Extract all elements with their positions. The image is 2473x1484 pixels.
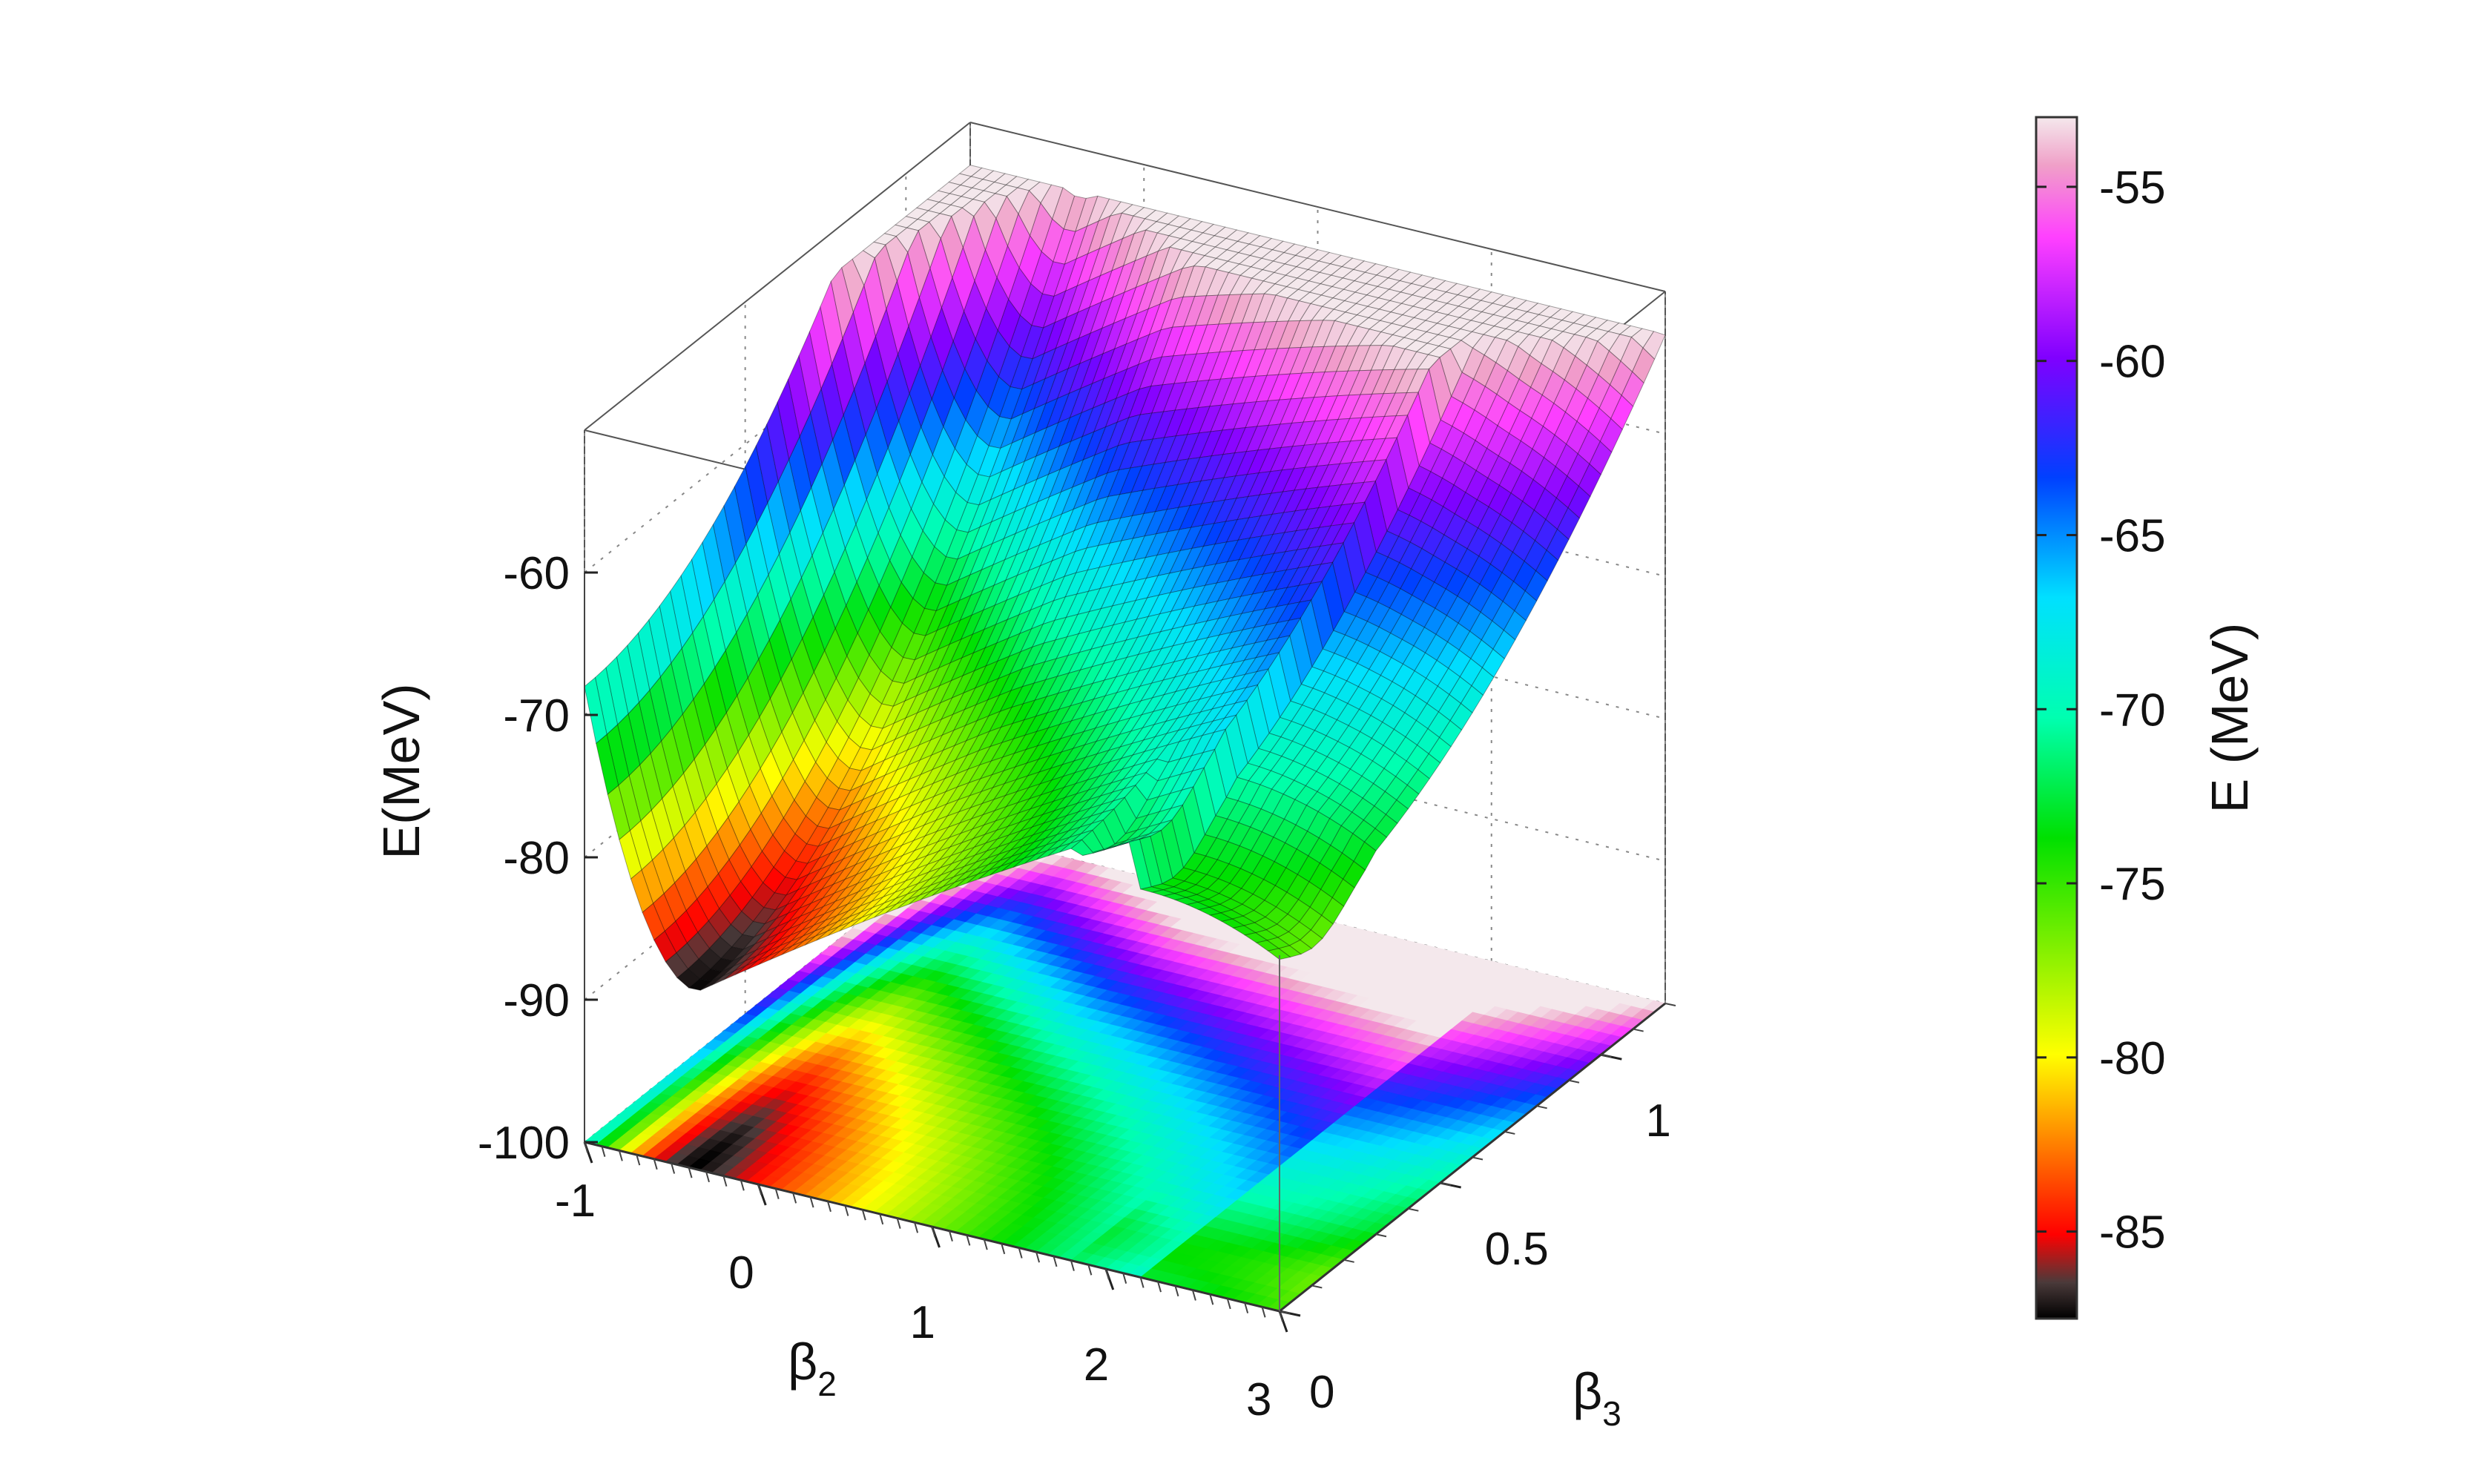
x-tick-label: 0	[728, 1247, 754, 1299]
y-minor-tick	[1633, 1028, 1644, 1032]
energy-surface	[584, 165, 1666, 991]
colorbar: -85 -80 -75 -70 -65 -60 -55 E (MeV)	[2035, 116, 2259, 1320]
x-tick-label: 1	[910, 1297, 935, 1348]
z-tick-label: -70	[503, 690, 570, 742]
y-minor-tick	[1568, 1079, 1580, 1084]
colorbar-tick-label: -55	[2099, 162, 2166, 214]
y-minor-tick	[1504, 1130, 1515, 1135]
y-axis-label: β3	[1573, 1362, 1621, 1433]
y-tick-label: 0	[1309, 1367, 1334, 1418]
colorbar-tick-label: -85	[2099, 1207, 2166, 1259]
z-tick-label: -90	[503, 975, 570, 1026]
y-minor-tick	[1343, 1259, 1354, 1263]
y-tick-label: 0.5	[1485, 1224, 1549, 1275]
colorbar-label: E (MeV)	[2201, 623, 2259, 814]
y-tick-label: 1	[1645, 1095, 1670, 1147]
x-axis-label: β2	[788, 1333, 837, 1403]
z-tick-label: -80	[503, 833, 570, 884]
colorbar-tick-label: -70	[2099, 685, 2166, 736]
y-minor-tick	[1408, 1207, 1419, 1212]
y-minor-tick	[1664, 1003, 1676, 1006]
colorbar-tick-label: -65	[2099, 510, 2166, 561]
box-edge	[584, 122, 971, 431]
y-minor-tick	[1536, 1105, 1547, 1109]
z-tick-label: -60	[503, 548, 570, 599]
y-minor-tick	[1375, 1233, 1387, 1238]
colorbar-bar	[2035, 116, 2078, 1320]
y-minor-tick	[1311, 1285, 1323, 1289]
colorbar-tick-label: -60	[2099, 337, 2166, 388]
projected-contour-floor	[583, 834, 1667, 1312]
colorbar-tick-label: -80	[2099, 1033, 2166, 1084]
colorbar-tick-label: -75	[2099, 859, 2166, 910]
z-axis-label: E(MeV)	[372, 683, 430, 859]
x-tick-label: -1	[555, 1175, 596, 1227]
box-edge	[969, 122, 1666, 292]
y-minor-tick	[1472, 1156, 1484, 1161]
x-tick-label: 3	[1246, 1374, 1271, 1425]
x-tick-label: 2	[1084, 1339, 1109, 1391]
z-tick-label: -100	[478, 1118, 570, 1169]
